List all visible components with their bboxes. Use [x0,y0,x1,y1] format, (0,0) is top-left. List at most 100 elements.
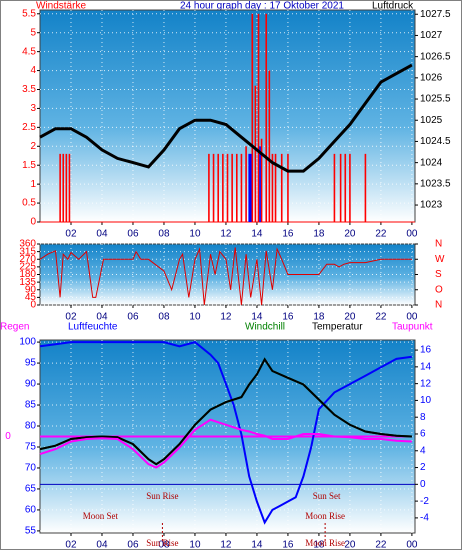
y2-tick-label: 4 [420,445,426,456]
x-tick-label: 02 [65,312,77,323]
y-tick-label: 5.5 [22,8,36,19]
x-tick-label: 04 [96,229,108,240]
y-tick-label: 4 [30,65,36,76]
y2-tick-label: 1024 [420,157,443,168]
legend-label: Temperatur [312,322,363,333]
wind-bar [268,70,271,222]
wind-bar [212,153,215,222]
chart-title: 24 hour graph day : 17 Oktober 2021 [180,1,344,12]
x-tick-label: 10 [189,540,201,550]
y-tick-label: 45 [25,292,37,303]
x-tick-label: 14 [251,540,263,550]
x-tick-label: 20 [344,540,356,550]
y2-tick-label: N [435,239,442,250]
wind-bar [226,153,229,222]
y-tick-label: 5 [30,27,36,38]
y2-tick-label: 12 [420,378,432,389]
y2-tick-label: 1027 [420,30,443,41]
y2-tick-label: 10 [420,395,432,406]
wind-bar [265,13,268,222]
y-tick-label: 65 [25,484,37,495]
y2-tick-label: 8 [420,412,426,423]
y2-tick-label: 2 [420,462,426,473]
annotation: Moon Rise [305,511,345,521]
x-tick-label: 02 [65,540,77,550]
series-line [39,247,412,306]
wind-bar [217,153,220,222]
y2-tick-label: 1025.5 [420,94,451,105]
y-tick-label: 3 [30,103,36,114]
x-tick-label: 16 [282,540,294,550]
y-tick-label: 75 [25,442,37,453]
x-tick-label: 12 [220,540,232,550]
x-tick-label: 08 [158,540,170,550]
wind-bar [260,138,263,222]
series-line [39,418,412,469]
x-tick-label: 04 [96,312,108,323]
x-tick-label: 04 [96,540,108,550]
y-tick-label: 2.5 [22,122,36,133]
y2-tick-label: W [435,254,445,265]
x-tick-label: 02 [65,229,77,240]
x-tick-label: 06 [127,229,139,240]
x-tick-label: 08 [158,312,170,323]
x-tick-label: 12 [220,312,232,323]
x-tick-label: 08 [158,229,170,240]
x-tick-label: 18 [313,540,325,550]
y2-tick-label: 0 [420,479,426,490]
series-line [39,63,413,173]
x-tick-label: 12 [220,229,232,240]
wind-bar [339,153,342,222]
x-tick-label: 16 [282,312,294,323]
y-tick-label: 225 [19,262,36,273]
y2-tick-label: -4 [420,513,429,524]
y-tick-label: 3.5 [22,84,36,95]
y2-tick-label: 6 [420,429,426,440]
wind-bar [349,153,351,222]
wind-bar [280,153,283,222]
wind-bar [259,146,261,222]
y-tick-label: 60 [25,505,37,516]
y2-tick-label: N [435,300,442,311]
y-tick-label: 90 [25,379,37,390]
y2-tick-label: 1024.5 [420,136,451,147]
y-tick-label: 100 [19,337,36,348]
y2-tick-label: 16 [420,345,432,356]
x-tick-label: 18 [313,229,325,240]
legend-label: Windchill [245,322,285,333]
x-tick-label: 00 [406,312,418,323]
x-tick-label: 00 [406,229,418,240]
y2-tick-label: O [435,284,443,295]
wind-bar [251,13,254,222]
x-tick-label: 10 [189,312,201,323]
x-tick-label: 06 [127,312,139,323]
wind-bar [235,153,238,222]
y-tick-label: 360 [19,239,36,250]
wind-bar [231,153,233,222]
y2-tick-label: -2 [420,496,429,507]
wind-bar [254,85,257,222]
annotation: Sun Set [313,491,341,501]
y-tick-label: 70 [25,463,37,474]
y2-tick-label: 1027.5 [420,9,451,20]
y-tick-label: 315 [19,246,36,257]
legend-label: Luftdruck [372,1,414,12]
y2-tick-label: 14 [420,361,432,372]
y-tick-label: 0 [30,300,36,311]
x-tick-label: 22 [375,312,387,323]
y2-tick-label: 1023 [420,200,443,211]
x-tick-label: 20 [344,312,356,323]
x-tick-label: 20 [344,229,356,240]
y-tick-label: 1 [30,179,36,190]
x-tick-label: 14 [251,312,263,323]
wind-bar [208,153,210,222]
y-tick-label: 1.5 [22,160,36,171]
wind-bar [249,153,252,222]
y-tick-label: 180 [19,269,36,280]
y-tick-label: 95 [25,358,37,369]
y2-tick-label: 1023.5 [420,178,451,189]
x-tick-label: 18 [313,312,325,323]
wind-bar [240,153,243,222]
wind-bar [245,146,247,222]
